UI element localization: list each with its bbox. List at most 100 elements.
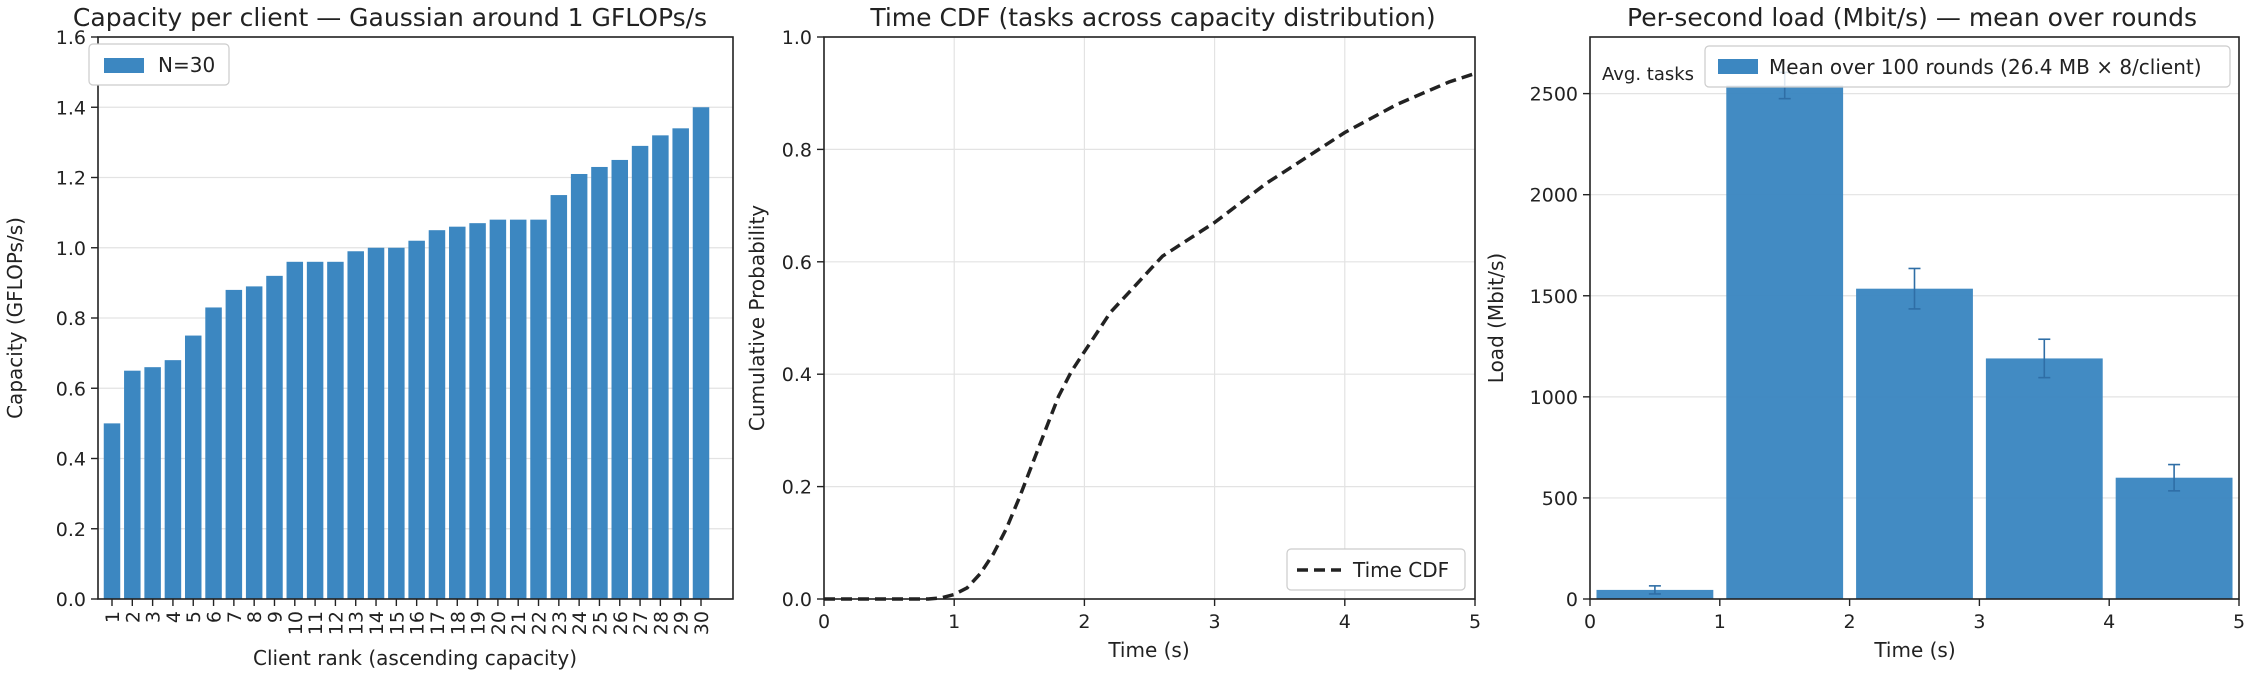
chart1-bar [388,247,405,599]
chart1-bar [103,423,121,599]
chart2-x-tick-label: 4 [1339,611,1351,633]
chart1-bar [611,159,629,599]
chart1-bar [144,367,161,599]
chart3-y-tick-label: 1500 [1530,286,1578,308]
chart3-y-tick-label: 0 [1566,589,1578,611]
chart1-bar [306,261,324,599]
chart1-x-tick-label: 21 [508,611,530,635]
chart2-x-tick-label: 2 [1078,611,1090,633]
chart1-bar [591,166,608,599]
chart2-y-tick-label: 1.0 [782,27,812,49]
chart3-x-ticks: 0 1 2 3 4 5 [1584,599,2245,633]
chart1-x-tick-label: 12 [325,611,347,635]
chart3-x-label: Time (s) [1873,638,1955,662]
chart1-x-tick-label: 30 [691,611,713,635]
chart1-bar [408,240,425,599]
chart3-y-tick-label: 2000 [1530,185,1578,207]
chart1-x-tick-label: 18 [447,611,469,635]
load-chart: Per-second load (Mbit/s) — mean over rou… [1484,3,2245,662]
chart1-bar [205,307,222,599]
chart2-y-tick-label: 0.4 [782,364,812,386]
chart1-bar [631,145,649,599]
chart1-bar [164,360,182,599]
chart3-legend: Mean over 100 rounds (26.4 MB × 8/client… [1704,45,2231,88]
chart3-x-tick-label: 4 [2103,611,2115,633]
chart1-title: Capacity per client — Gaussian around 1 … [73,3,707,32]
time-cdf-chart: Time CDF (tasks across capacity distribu… [745,3,1481,662]
chart1-x-tick-label: 9 [264,611,286,623]
chart2-series-time-cdf [824,71,1476,601]
chart3-annotation: Avg. tasks [1602,64,1694,85]
chart3-y-tick-label: 1000 [1530,387,1578,409]
chart1-bar [672,128,689,599]
chart3-legend-label: Mean over 100 rounds (26.4 MB × 8/client… [1769,55,2202,79]
chart1-x-tick-label: 25 [589,611,611,635]
chart2-y-ticks: 0.0 0.2 0.4 0.6 0.8 1.0 [782,27,824,611]
chart3-bars [1596,85,2233,599]
chart2-title: Time CDF (tasks across capacity distribu… [869,3,1435,32]
chart1-y-tick-label: 0.0 [56,589,86,611]
chart2-y-tick-label: 0.8 [782,139,812,161]
chart1-bar [692,107,710,599]
chart1-y-tick-label: 0.6 [56,378,86,400]
chart1-y-tick-label: 0.2 [56,519,86,541]
chart1-x-tick-label: 6 [204,611,226,623]
chart1-x-tick-label: 7 [224,611,246,623]
chart1-x-tick-label: 24 [569,611,591,635]
chart2-x-label: Time (s) [1107,638,1189,662]
chart1-x-tick-label: 22 [529,611,551,635]
chart1-bar [124,370,141,599]
chart1-bar [225,289,243,599]
chart3-x-tick-label: 0 [1584,611,1596,633]
chart1-x-tick-label: 4 [163,611,185,623]
capacity-chart: Capacity per client — Gaussian around 1 … [3,3,734,670]
chart1-x-tick-label: 11 [305,611,327,635]
chart1-bar [530,219,547,599]
chart2-y-tick-label: 0.2 [782,477,812,499]
chart1-y-tick-label: 1.4 [56,97,86,119]
chart2-gridlines [823,36,1476,600]
chart3-x-tick-label: 1 [1714,611,1726,633]
chart1-y-tick-label: 1.2 [56,168,86,190]
chart1-x-tick-label: 17 [427,611,449,635]
chart1-bar [184,335,202,599]
chart1-bar [245,286,263,599]
chart1-bar [550,195,568,599]
chart3-x-tick-label: 3 [1973,611,1985,633]
chart1-x-tick-label: 1 [102,611,124,623]
chart2-x-tick-label: 0 [818,611,830,633]
chart3-y-label: Load (Mbit/s) [1484,253,1508,383]
chart1-legend-swatch [104,58,144,73]
chart1-legend: N=30 [88,43,230,86]
chart1-bar [449,226,466,600]
chart1-legend-label: N=30 [158,53,215,77]
chart1-y-ticks: 0.0 0.2 0.4 0.6 0.8 1.0 1.2 1.4 1.6 [56,27,98,611]
chart1-bar [367,247,385,599]
chart3-legend-box [1704,45,2231,88]
chart1-bars [103,107,710,600]
chart3-bar [2115,477,2233,599]
chart1-x-tick-label: 8 [244,611,266,623]
chart1-y-tick-label: 1.6 [56,27,86,49]
chart1-bar [428,230,446,599]
chart1-x-tick-label: 23 [549,611,571,635]
chart1-x-tick-label: 2 [122,611,144,623]
chart2-y-tick-label: 0.6 [782,252,812,274]
chart1-bar [570,173,588,600]
chart1-x-tick-label: 5 [183,611,205,623]
chart1-x-label: Client rank (ascending capacity) [253,646,577,670]
chart1-bar [286,261,304,599]
chart1-bar [327,261,344,599]
chart1-bar [489,219,507,599]
chart3-bar [1985,358,2103,599]
chart1-bar [347,251,364,599]
chart2-x-tick-label: 1 [948,611,960,633]
chart2-y-label: Cumulative Probability [745,205,769,431]
chart2-x-tick-label: 5 [1469,611,1481,633]
chart3-y-ticks: 0 500 1000 1500 2000 2500 [1530,84,1590,611]
chart3-y-tick-label: 2500 [1530,84,1578,106]
chart1-y-tick-label: 0.8 [56,308,86,330]
chart1-x-tick-label: 10 [285,611,307,635]
chart1-x-tick-label: 29 [671,611,693,635]
